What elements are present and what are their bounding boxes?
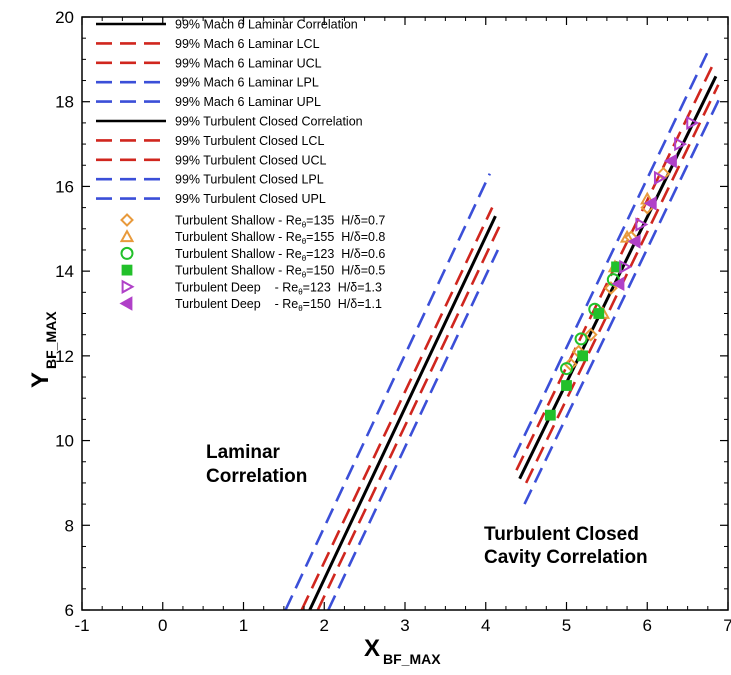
legend-label: 99% Mach 6 Laminar LCL [175, 37, 320, 51]
data-point [635, 217, 649, 232]
data-point [674, 136, 688, 152]
data-point [603, 281, 618, 295]
annotation-laminar-line1: Laminar [206, 442, 281, 463]
annotation-laminar-line2: Correlation [206, 466, 307, 487]
y-tick-label: 14 [55, 262, 74, 281]
legend-label: 99% Mach 6 Laminar UCL [175, 56, 322, 70]
legend-label: Turbulent Shallow - Reθ=123 H/δ=0.6 [175, 247, 385, 263]
x-tick-label: -1 [74, 616, 89, 635]
data-point [611, 276, 625, 292]
legend-label: 99% Turbulent Closed Correlation [175, 115, 363, 129]
legend-label: 99% Mach 6 Laminar Correlation [175, 18, 358, 32]
legend-marker [120, 213, 134, 227]
data-point [627, 234, 641, 249]
legend-label: 99% Turbulent Closed LPL [175, 173, 324, 187]
data-point [619, 229, 635, 243]
legend-label: 99% Mach 6 Laminar LPL [175, 76, 319, 90]
data-point [643, 196, 657, 211]
y-tick-label: 18 [55, 93, 74, 112]
data-point [560, 362, 573, 376]
x-tick-label: 0 [158, 616, 167, 635]
data-point [606, 273, 620, 287]
legend-marker [120, 246, 134, 260]
legend-label: Turbulent Shallow - Reθ=135 H/δ=0.7 [175, 214, 385, 230]
y-tick-label: 6 [65, 601, 74, 620]
y-tick-label: 8 [65, 516, 74, 535]
legend-label: 99% Turbulent Closed UCL [175, 153, 327, 167]
data-point [583, 327, 598, 342]
series-line [523, 96, 722, 505]
data-point [593, 308, 605, 319]
y-tick-label: 20 [55, 8, 74, 27]
x-tick-label: 7 [723, 616, 731, 635]
x-tick-label: 5 [562, 616, 571, 635]
data-point [574, 332, 588, 346]
data-point [686, 115, 700, 131]
data-point [619, 259, 633, 275]
data-point [561, 380, 572, 391]
y-axis-label-subscript: BF_MAX [43, 311, 59, 369]
annotation-turbulent-line2: Cavity Correlation [484, 547, 648, 568]
legend: 99% Mach 6 Laminar Correlation 99% Mach 6… [96, 18, 385, 313]
legend-label: Turbulent Deep - Reθ=150 H/δ=1.1 [175, 297, 382, 313]
y-tick-label: 10 [55, 432, 74, 451]
legend-marker [121, 264, 133, 276]
series-line [300, 207, 494, 611]
legend-marker [121, 279, 135, 294]
x-tick-label: 4 [481, 616, 490, 635]
legend-label: 99% Turbulent Closed UPL [175, 192, 326, 206]
legend-label: Turbulent Shallow - Reθ=155 H/δ=0.8 [175, 230, 385, 246]
annotation-turbulent-line1: Turbulent Closed [484, 524, 639, 545]
y-tick-label: 12 [55, 347, 74, 366]
data-point [544, 409, 556, 421]
y-axis-label: Y [27, 372, 54, 388]
legend-label: Turbulent Shallow - Reθ=150 H/δ=0.5 [175, 264, 385, 280]
legend-marker [119, 296, 133, 311]
data-point [577, 350, 589, 362]
y-axis-label-group: Y BF_MAX [27, 311, 59, 388]
x-axis-label-subscript: BF_MAX [383, 651, 441, 667]
data-point [653, 170, 667, 186]
series-line [512, 46, 712, 459]
x-tick-label: 3 [400, 616, 409, 635]
x-tick-label: 2 [320, 616, 329, 635]
data-point [663, 153, 677, 169]
x-axis-label: X [364, 635, 380, 662]
legend-label: 99% Mach 6 Laminar UPL [175, 95, 321, 109]
legend-label: Turbulent Deep - Reθ=123 H/δ=1.3 [175, 280, 382, 296]
plot-markers [544, 115, 700, 421]
series-line [327, 249, 500, 611]
series-line [308, 215, 497, 611]
x-tick-label: 1 [239, 616, 248, 635]
legend-marker [119, 229, 135, 243]
legend-label: 99% Turbulent Closed LCL [175, 134, 324, 148]
y-tick-label: 16 [55, 177, 74, 196]
series-line [284, 173, 491, 611]
x-tick-label: 6 [643, 616, 652, 635]
